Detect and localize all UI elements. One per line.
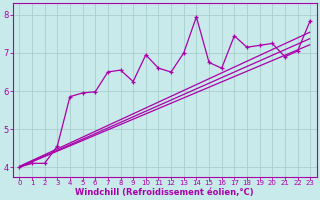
X-axis label: Windchill (Refroidissement éolien,°C): Windchill (Refroidissement éolien,°C): [76, 188, 254, 197]
